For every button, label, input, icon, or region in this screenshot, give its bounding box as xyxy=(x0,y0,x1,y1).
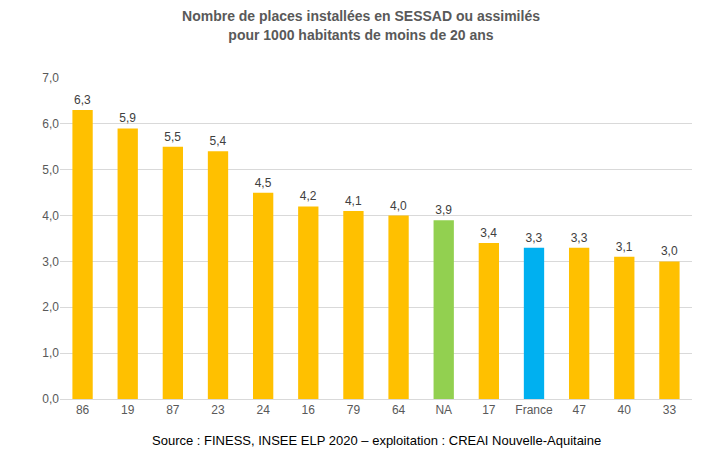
svg-text:4,5: 4,5 xyxy=(255,176,272,190)
svg-text:87: 87 xyxy=(166,403,180,417)
svg-text:5,5: 5,5 xyxy=(164,130,181,144)
svg-text:64: 64 xyxy=(392,403,406,417)
svg-text:Nombre de places installées en: Nombre de places installées en SESSAD ou… xyxy=(182,8,540,42)
svg-text:4,0: 4,0 xyxy=(390,199,407,213)
svg-text:23: 23 xyxy=(211,403,225,417)
svg-text:47: 47 xyxy=(572,403,586,417)
svg-text:Source : FINESS, INSEE ELP 202: Source : FINESS, INSEE ELP 2020 – exploi… xyxy=(152,433,601,448)
svg-text:6,3: 6,3 xyxy=(74,93,91,107)
svg-text:16: 16 xyxy=(302,403,316,417)
svg-text:33: 33 xyxy=(663,403,677,417)
svg-text:3,0: 3,0 xyxy=(42,255,59,269)
svg-text:3,9: 3,9 xyxy=(435,203,452,217)
svg-text:79: 79 xyxy=(347,403,361,417)
svg-text:2,0: 2,0 xyxy=(42,300,59,314)
svg-text:5,4: 5,4 xyxy=(209,134,226,148)
svg-text:86: 86 xyxy=(76,403,90,417)
svg-text:19: 19 xyxy=(121,403,135,417)
svg-text:France: France xyxy=(515,403,553,417)
svg-text:0,0: 0,0 xyxy=(42,392,59,406)
svg-text:24: 24 xyxy=(256,403,270,417)
svg-text:4,2: 4,2 xyxy=(300,189,317,203)
svg-text:3,0: 3,0 xyxy=(661,244,678,258)
svg-text:NA: NA xyxy=(435,403,452,417)
svg-text:6,0: 6,0 xyxy=(42,117,59,131)
svg-text:5,0: 5,0 xyxy=(42,163,59,177)
svg-text:17: 17 xyxy=(482,403,496,417)
svg-text:3,3: 3,3 xyxy=(571,231,588,245)
svg-text:1,0: 1,0 xyxy=(42,346,59,360)
svg-text:4,1: 4,1 xyxy=(345,194,362,208)
svg-text:5,9: 5,9 xyxy=(119,111,136,125)
svg-text:3,1: 3,1 xyxy=(616,240,633,254)
svg-text:40: 40 xyxy=(618,403,632,417)
svg-text:4,0: 4,0 xyxy=(42,209,59,223)
svg-text:7,0: 7,0 xyxy=(42,71,59,85)
svg-text:3,3: 3,3 xyxy=(525,231,542,245)
svg-text:3,4: 3,4 xyxy=(480,226,497,240)
